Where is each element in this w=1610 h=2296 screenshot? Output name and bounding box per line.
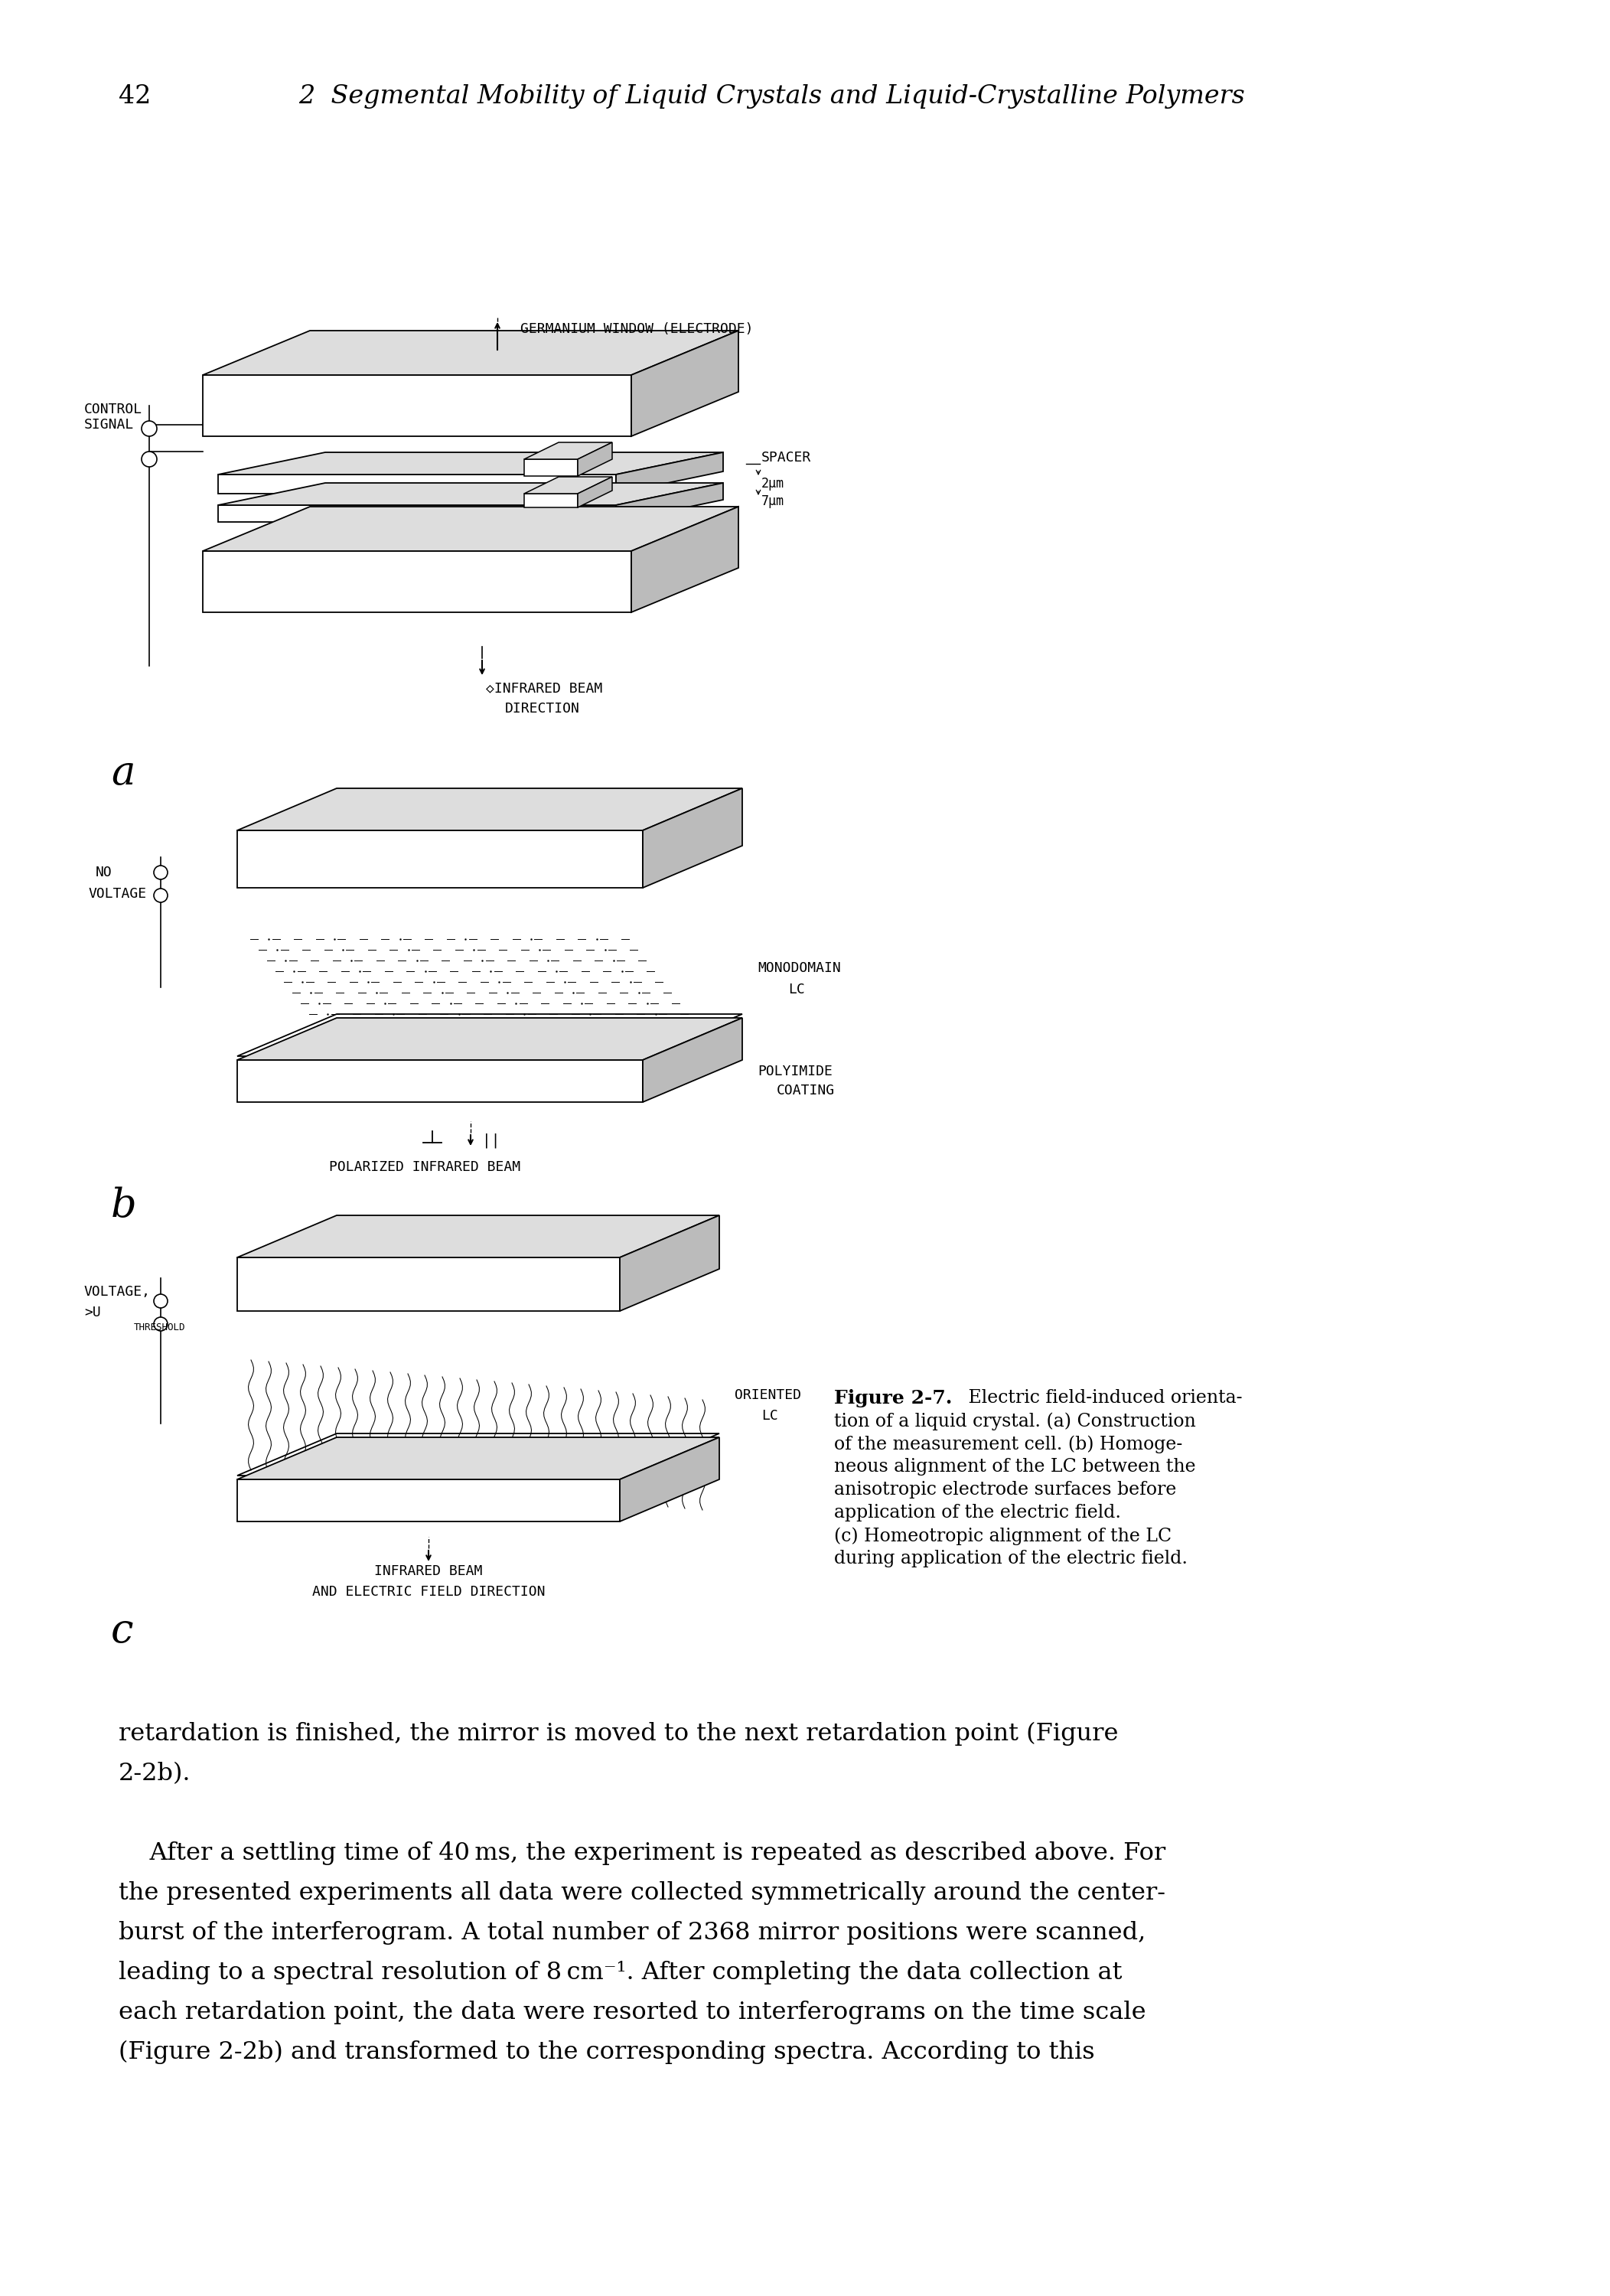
Text: of the measurement cell. (b) Homoge-: of the measurement cell. (b) Homoge- (834, 1435, 1182, 1453)
Polygon shape (578, 478, 612, 507)
Text: tion of a liquid crystal. (a) Construction: tion of a liquid crystal. (a) Constructi… (834, 1412, 1196, 1430)
Text: >U: >U (84, 1306, 101, 1320)
Text: leading to a spectral resolution of 8 cm⁻¹. After completing the data collection: leading to a spectral resolution of 8 cm… (119, 1961, 1122, 1984)
Text: burst of the interferogram. A total number of 2368 mirror positions were scanned: burst of the interferogram. A total numb… (119, 1922, 1146, 1945)
Text: LC: LC (789, 983, 805, 996)
Polygon shape (217, 452, 723, 475)
Polygon shape (237, 831, 642, 889)
Polygon shape (217, 475, 617, 494)
Text: 2-2b).: 2-2b). (119, 1761, 192, 1786)
Text: THRESHOLD: THRESHOLD (134, 1322, 185, 1332)
Circle shape (155, 1318, 167, 1332)
Circle shape (142, 452, 156, 466)
Circle shape (155, 889, 167, 902)
Text: VOLTAGE,: VOLTAGE, (84, 1286, 151, 1300)
Text: LC: LC (762, 1410, 778, 1424)
Text: ◇INFRARED BEAM: ◇INFRARED BEAM (486, 682, 602, 696)
Polygon shape (237, 1433, 720, 1476)
Polygon shape (617, 482, 723, 521)
Polygon shape (620, 1215, 720, 1311)
Text: anisotropic electrode surfaces before: anisotropic electrode surfaces before (834, 1481, 1177, 1499)
Text: POLYIMIDE: POLYIMIDE (758, 1065, 832, 1079)
Text: After a settling time of 40 ms, the experiment is repeated as described above. F: After a settling time of 40 ms, the expe… (119, 1841, 1166, 1864)
Text: c: c (111, 1612, 134, 1651)
Text: SPACER: SPACER (762, 450, 811, 464)
Text: b: b (111, 1187, 137, 1226)
Text: 2μm: 2μm (762, 478, 784, 491)
Text: NO: NO (95, 866, 113, 879)
Polygon shape (203, 331, 739, 374)
Text: application of the electric field.: application of the electric field. (834, 1504, 1121, 1522)
Circle shape (155, 866, 167, 879)
Polygon shape (237, 788, 742, 831)
Polygon shape (620, 1437, 720, 1522)
Text: AND ELECTRIC FIELD DIRECTION: AND ELECTRIC FIELD DIRECTION (312, 1584, 546, 1598)
Text: each retardation point, the data were resorted to interferograms on the time sca: each retardation point, the data were re… (119, 2000, 1146, 2025)
Text: MONODOMAIN: MONODOMAIN (758, 962, 840, 976)
Text: during application of the electric field.: during application of the electric field… (834, 1550, 1188, 1568)
Polygon shape (217, 482, 723, 505)
Text: Electric field-induced orienta-: Electric field-induced orienta- (963, 1389, 1243, 1407)
Polygon shape (217, 505, 617, 521)
Polygon shape (237, 1017, 742, 1061)
Polygon shape (203, 374, 631, 436)
Polygon shape (578, 443, 612, 475)
Polygon shape (631, 331, 739, 436)
Polygon shape (237, 1258, 620, 1311)
Polygon shape (525, 459, 578, 475)
Text: 42: 42 (119, 85, 151, 108)
Polygon shape (237, 1015, 742, 1056)
Text: VOLTAGE: VOLTAGE (89, 886, 147, 900)
Text: CONTROL
SIGNAL: CONTROL SIGNAL (84, 402, 142, 432)
Text: retardation is finished, the mirror is moved to the next retardation point (Figu: retardation is finished, the mirror is m… (119, 1722, 1119, 1745)
Polygon shape (642, 788, 742, 889)
Text: the presented experiments all data were collected symmetrically around the cente: the presented experiments all data were … (119, 1880, 1166, 1906)
Circle shape (142, 420, 156, 436)
Circle shape (155, 1295, 167, 1309)
Polygon shape (525, 494, 578, 507)
Text: Figure 2-7.: Figure 2-7. (834, 1389, 952, 1407)
Polygon shape (237, 1479, 620, 1522)
Text: ORIENTED: ORIENTED (734, 1389, 802, 1403)
Text: a: a (111, 753, 135, 792)
Polygon shape (525, 443, 612, 459)
Polygon shape (525, 478, 612, 494)
Text: neous alignment of the LC between the: neous alignment of the LC between the (834, 1458, 1196, 1476)
Polygon shape (237, 1061, 642, 1102)
Text: 7μm: 7μm (762, 494, 784, 507)
Text: POLARIZED INFRARED BEAM: POLARIZED INFRARED BEAM (328, 1159, 520, 1173)
Text: ||: || (481, 1132, 501, 1148)
Polygon shape (617, 452, 723, 494)
Polygon shape (642, 1017, 742, 1102)
Text: 2  Segmental Mobility of Liquid Crystals and Liquid-Crystalline Polymers: 2 Segmental Mobility of Liquid Crystals … (298, 85, 1245, 108)
Polygon shape (203, 551, 631, 613)
Text: (c) Homeotropic alignment of the LC: (c) Homeotropic alignment of the LC (834, 1527, 1172, 1545)
Polygon shape (203, 507, 739, 551)
Text: (Figure 2-2b) and transformed to the corresponding spectra. According to this: (Figure 2-2b) and transformed to the cor… (119, 2041, 1095, 2064)
Text: DIRECTION: DIRECTION (506, 703, 580, 716)
Polygon shape (631, 507, 739, 613)
Polygon shape (237, 1437, 720, 1479)
Polygon shape (237, 1215, 720, 1258)
Text: COATING: COATING (776, 1084, 836, 1097)
Text: INFRARED BEAM: INFRARED BEAM (375, 1564, 483, 1577)
Text: GERMANIUM WINDOW (ELECTRODE): GERMANIUM WINDOW (ELECTRODE) (520, 321, 753, 335)
